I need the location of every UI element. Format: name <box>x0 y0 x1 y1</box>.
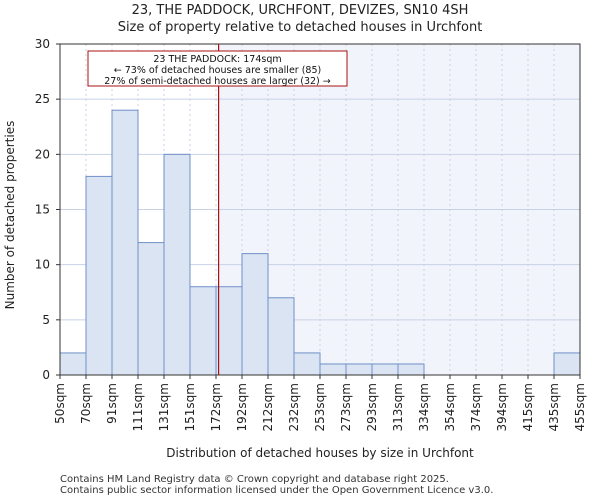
x-tick-label: 293sqm <box>365 383 379 431</box>
bar <box>345 363 373 376</box>
bar <box>371 363 399 376</box>
bar <box>85 175 113 376</box>
bar <box>59 352 87 376</box>
y-tick-label: 20 <box>35 147 50 161</box>
x-tick-label: 70sqm <box>79 383 93 424</box>
x-tick-label: 374sqm <box>469 383 483 431</box>
x-tick-label: 232sqm <box>287 383 301 431</box>
bar <box>293 352 321 376</box>
y-tick-label: 0 <box>42 368 50 382</box>
x-tick-label: 192sqm <box>235 383 249 431</box>
bar <box>189 286 217 376</box>
annotation-box <box>87 50 348 87</box>
x-tick-label: 50sqm <box>53 383 67 424</box>
x-tick-label: 435sqm <box>547 383 561 431</box>
x-tick-label: 131sqm <box>157 383 171 431</box>
x-tick-label: 415sqm <box>521 383 535 431</box>
x-tick-label: 172sqm <box>209 383 223 431</box>
x-tick-label: 354sqm <box>443 383 457 431</box>
x-tick-label: 273sqm <box>339 383 353 431</box>
y-tick-label: 30 <box>35 37 50 51</box>
bar <box>137 242 165 376</box>
x-tick-label: 91sqm <box>105 383 119 424</box>
chart-subtitle: Size of property relative to detached ho… <box>117 20 483 35</box>
x-tick-label: 253sqm <box>313 383 327 431</box>
bar <box>267 297 295 376</box>
bar <box>553 352 581 376</box>
annotation-line-1: 23 THE PADDOCK: 174sqm <box>153 54 281 65</box>
bar <box>319 363 347 376</box>
bar <box>215 286 243 376</box>
x-axis-label: Distribution of detached houses by size … <box>166 446 474 460</box>
chart-title: 23, THE PADDOCK, URCHFONT, DEVIZES, SN10… <box>131 3 469 18</box>
bar <box>397 363 425 376</box>
x-tick-label: 313sqm <box>391 383 405 431</box>
footer-copyright: Contains HM Land Registry data © Crown c… <box>60 474 449 485</box>
y-axis-label: Number of detached properties <box>3 121 17 310</box>
y-tick-label: 10 <box>35 258 50 272</box>
x-tick-label: 455sqm <box>573 383 587 431</box>
x-tick-label: 151sqm <box>183 383 197 431</box>
x-tick-label: 212sqm <box>261 383 275 431</box>
annotation-line-3: 27% of semi-detached houses are larger (… <box>104 76 331 87</box>
bar <box>163 153 191 376</box>
x-tick-label: 394sqm <box>495 383 509 431</box>
x-tick-label: 111sqm <box>131 383 145 431</box>
bar <box>111 109 139 376</box>
y-tick-label: 5 <box>42 313 50 327</box>
x-tick-label: 334sqm <box>417 383 431 431</box>
annotation-line-2: ← 73% of detached houses are smaller (85… <box>114 65 321 76</box>
y-tick-label: 25 <box>35 92 50 106</box>
y-tick-label: 15 <box>35 203 50 217</box>
footer-licence: Contains public sector information licen… <box>60 485 494 496</box>
bar <box>241 253 269 376</box>
